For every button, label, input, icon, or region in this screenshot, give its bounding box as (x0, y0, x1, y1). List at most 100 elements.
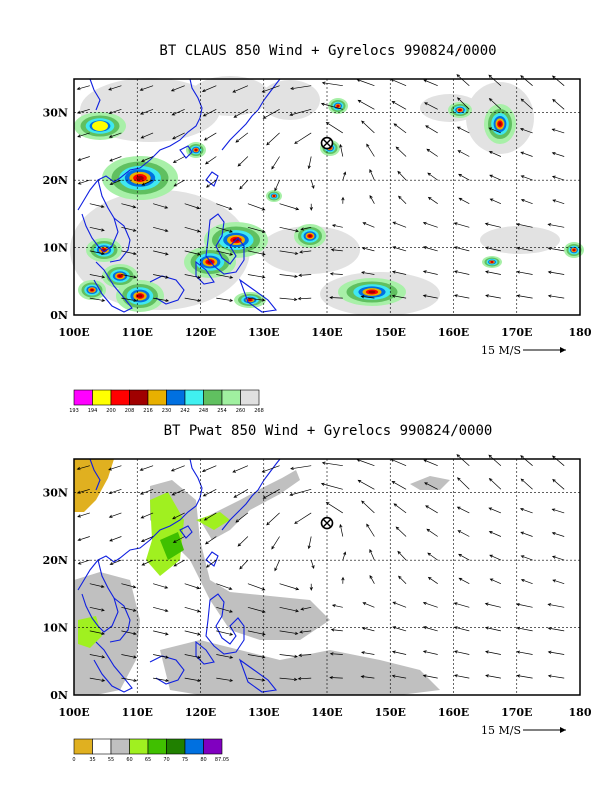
wind-vector (329, 272, 343, 276)
pwat-reference-label: 15 M/S (481, 724, 521, 737)
wind-vector (488, 74, 502, 86)
wind-vector (397, 550, 407, 561)
y-tick-label: 30N (43, 487, 68, 500)
wind-vector (552, 478, 565, 490)
wind-vector (153, 226, 169, 233)
pwat-colorbar: 0 35 55 60 65 70 75 80 87.05 (72, 738, 229, 763)
wind-vector (398, 575, 407, 584)
wind-vector (547, 270, 565, 275)
wind-vector (369, 195, 375, 204)
pwat-wind-vectors (76, 454, 565, 683)
wind-vector (89, 226, 105, 232)
wind-vector (369, 575, 375, 584)
wind-vector (356, 78, 375, 87)
claus-colorbar: 193 194 200 208 216 230 242 248 254 260 268 (69, 389, 264, 414)
wind-vector (153, 606, 169, 613)
wind-vector (108, 108, 122, 115)
wind-vector (453, 270, 470, 275)
wind-vector (184, 583, 201, 590)
wind-vector (366, 143, 375, 157)
claus-x-ticks: 100E 110E 120E 130E 140E 150E 160E 170E 180 (58, 326, 592, 339)
wind-vector (485, 270, 501, 275)
wind-vector (392, 221, 407, 228)
wind-vector (547, 626, 565, 632)
coastline (77, 458, 203, 591)
wind-vector (89, 630, 105, 635)
wind-vector (109, 536, 122, 542)
wind-vector (289, 108, 312, 116)
wind-vector (552, 579, 565, 585)
wind-vector (516, 246, 533, 252)
x-tick-label: 170E (501, 326, 532, 339)
wind-vector (184, 606, 201, 613)
wind-vector (398, 195, 407, 204)
wind-vector (456, 126, 470, 134)
wind-vector (427, 552, 438, 561)
wind-vector (297, 676, 312, 681)
wind-vector (422, 650, 438, 655)
pwat-patch-low (74, 459, 114, 512)
coastline (89, 458, 101, 491)
wind-vector (391, 101, 407, 110)
wind-vector (153, 274, 169, 279)
wind-vector (235, 512, 249, 523)
pwat-y-ticks: 0N 10N 20N 30N (43, 487, 68, 702)
wind-vector (216, 677, 234, 682)
wind-vector (184, 250, 201, 256)
wind-vector (140, 156, 154, 162)
cloud-patch (273, 195, 275, 197)
x-tick-label: 110E (122, 706, 153, 719)
x-tick-label: 180 (569, 326, 592, 339)
wind-vector (488, 97, 502, 110)
wind-vector (360, 675, 375, 679)
wind-vector (184, 274, 202, 279)
wind-vector (89, 654, 106, 659)
wind-vector (89, 677, 106, 682)
wind-vector (239, 559, 249, 570)
colorbar-label: 0 (72, 757, 75, 763)
wind-vector (485, 650, 501, 655)
wind-vector (520, 98, 533, 110)
wind-vector (425, 505, 438, 514)
wind-vector (453, 294, 470, 299)
wind-vector (300, 606, 312, 611)
wind-vector (140, 132, 154, 139)
wind-vector (170, 85, 185, 92)
wind-vector (108, 85, 122, 91)
wind-vector (77, 156, 90, 162)
colorbar-swatch (110, 389, 130, 406)
wind-vector (108, 488, 122, 495)
wind-vector (390, 78, 407, 87)
coastline (93, 641, 133, 693)
pwat-shading (74, 459, 450, 695)
colorbar-swatch (166, 389, 186, 406)
wind-vector (520, 478, 533, 490)
coastline (205, 213, 245, 275)
wind-vector (237, 536, 249, 547)
y-tick-label: 10N (43, 242, 68, 255)
gyre-cross-icon (322, 138, 332, 148)
coastline (205, 551, 219, 567)
wind-vector (172, 156, 185, 163)
wind-vector (485, 674, 501, 679)
claus-coastlines (77, 78, 281, 313)
wind-vector (205, 559, 217, 568)
coastline (257, 458, 281, 491)
wind-vector (216, 606, 233, 613)
wind-vector (261, 465, 280, 473)
x-tick-label: 100E (58, 706, 89, 719)
wind-vector (109, 559, 122, 565)
wind-vector (426, 528, 438, 537)
x-tick-label: 120E (185, 706, 216, 719)
colorbar-label: 208 (125, 408, 135, 414)
wind-vector (456, 74, 470, 86)
wind-vector (362, 602, 375, 608)
wind-vector (172, 132, 185, 140)
wind-vector (247, 606, 266, 613)
cloud-patch (118, 274, 122, 278)
x-tick-label: 150E (375, 326, 406, 339)
wind-vector (489, 198, 502, 205)
wind-vector (547, 294, 565, 299)
wind-vector (121, 226, 137, 232)
wind-vector (153, 203, 169, 209)
